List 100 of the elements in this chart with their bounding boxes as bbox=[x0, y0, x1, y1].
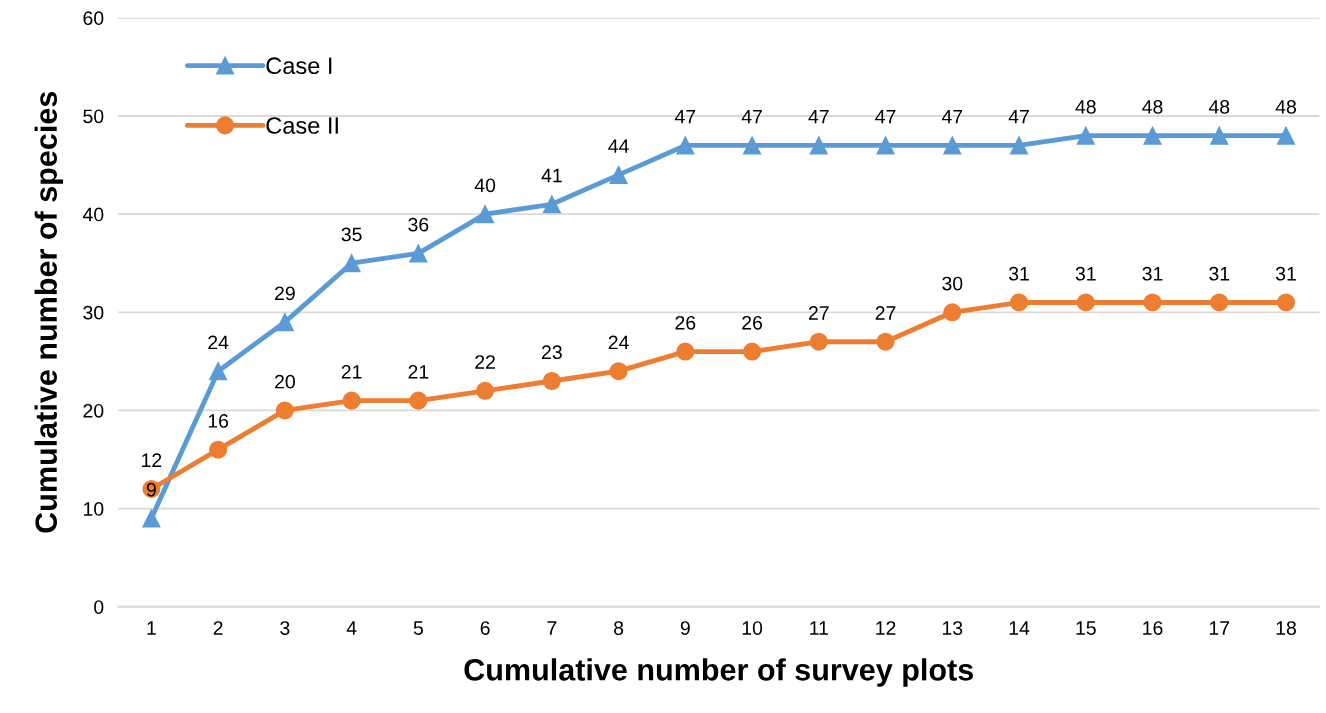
y-axis-title: Cumulative number of species bbox=[34, 91, 64, 533]
point bbox=[1210, 293, 1229, 312]
x-axis-title: Cumulative number of survey plots bbox=[464, 658, 973, 687]
data-label: 24 bbox=[208, 335, 229, 350]
point bbox=[943, 136, 962, 155]
point bbox=[743, 136, 762, 155]
legend-label: Case II bbox=[266, 117, 338, 134]
data-label: 48 bbox=[1142, 99, 1163, 114]
data-label: 36 bbox=[408, 217, 429, 232]
point bbox=[209, 362, 228, 381]
x-tick-label: 8 bbox=[614, 621, 624, 635]
data-label: 27 bbox=[875, 306, 896, 320]
x-tick-label: 4 bbox=[346, 621, 357, 635]
data-label: 26 bbox=[675, 315, 696, 330]
point bbox=[342, 254, 361, 273]
data-label: 31 bbox=[1275, 266, 1296, 281]
x-tick-label: 3 bbox=[280, 621, 290, 635]
data-label: 23 bbox=[542, 345, 562, 360]
point bbox=[1010, 136, 1029, 155]
data-label: 24 bbox=[608, 335, 629, 350]
legend-label: Case I bbox=[266, 57, 332, 75]
data-label: 26 bbox=[742, 315, 763, 330]
x-tick-label: 6 bbox=[480, 621, 490, 635]
data-label: 21 bbox=[408, 364, 429, 379]
data-label: 47 bbox=[674, 109, 696, 124]
point bbox=[1276, 293, 1296, 312]
data-label: 31 bbox=[1008, 266, 1029, 281]
y-tick-label: 40 bbox=[82, 207, 104, 222]
x-tick-label: 13 bbox=[942, 621, 963, 635]
point bbox=[142, 509, 161, 528]
data-label: 44 bbox=[608, 139, 629, 153]
data-label: 22 bbox=[475, 355, 495, 369]
point bbox=[1276, 126, 1296, 145]
point bbox=[1010, 293, 1029, 312]
y-tick-label: 20 bbox=[83, 403, 104, 418]
data-label: 47 bbox=[1008, 109, 1029, 124]
point bbox=[1076, 126, 1095, 145]
point bbox=[809, 332, 828, 351]
data-label: 47 bbox=[941, 109, 963, 124]
data-label: 48 bbox=[1275, 99, 1296, 114]
x-tick-label: 15 bbox=[1076, 621, 1096, 635]
data-label: 9 bbox=[146, 482, 156, 497]
point bbox=[1076, 293, 1095, 312]
point bbox=[342, 391, 361, 410]
point bbox=[1210, 126, 1229, 145]
y-tick-label: 60 bbox=[83, 11, 104, 26]
point bbox=[676, 342, 695, 361]
data-label: 30 bbox=[942, 276, 963, 291]
point bbox=[209, 440, 228, 459]
x-tick-label: 10 bbox=[742, 621, 763, 635]
x-tick-label: 5 bbox=[413, 621, 423, 635]
y-tick-label: 0 bbox=[94, 600, 104, 614]
data-label: 20 bbox=[275, 374, 295, 389]
x-tick-label: 12 bbox=[876, 621, 896, 635]
point bbox=[542, 195, 561, 214]
y-tick-label: 50 bbox=[83, 109, 104, 124]
point bbox=[275, 313, 294, 332]
data-label: 31 bbox=[1209, 266, 1230, 281]
x-tick-label: 9 bbox=[680, 621, 690, 635]
data-label: 35 bbox=[341, 227, 362, 242]
x-tick-label: 11 bbox=[810, 621, 828, 635]
y-tick-label: 30 bbox=[83, 305, 104, 320]
point bbox=[876, 136, 895, 155]
data-label: 47 bbox=[808, 109, 829, 124]
x-tick-label: 7 bbox=[547, 621, 557, 635]
point bbox=[542, 371, 561, 391]
x-tick-label: 18 bbox=[1276, 621, 1296, 635]
point bbox=[1143, 126, 1162, 145]
data-label: 12 bbox=[142, 453, 162, 467]
point bbox=[876, 332, 895, 351]
point bbox=[743, 342, 762, 361]
data-label: 21 bbox=[341, 364, 362, 379]
x-tick-label: 2 bbox=[213, 621, 223, 635]
x-tick-label: 1 bbox=[147, 621, 156, 635]
data-label: 41 bbox=[541, 168, 562, 183]
point bbox=[275, 401, 294, 420]
x-tick-label: 14 bbox=[1009, 621, 1030, 635]
point bbox=[476, 205, 495, 224]
data-label: 31 bbox=[1142, 266, 1163, 281]
data-label: 47 bbox=[875, 109, 896, 124]
data-label: 27 bbox=[808, 306, 829, 320]
point bbox=[943, 303, 962, 322]
point bbox=[476, 381, 495, 400]
point bbox=[809, 136, 828, 155]
data-label: 48 bbox=[1075, 99, 1096, 114]
y-tick-label: 10 bbox=[83, 502, 104, 516]
point bbox=[609, 165, 628, 184]
point bbox=[676, 136, 695, 155]
point bbox=[609, 362, 628, 381]
point bbox=[1143, 293, 1162, 312]
data-label: 40 bbox=[474, 178, 496, 193]
point bbox=[409, 244, 428, 263]
x-tick-label: 17 bbox=[1209, 621, 1230, 635]
x-tick-label: 16 bbox=[1143, 621, 1163, 635]
data-label: 31 bbox=[1075, 266, 1096, 281]
data-label: 29 bbox=[275, 286, 295, 301]
data-label: 47 bbox=[741, 109, 762, 124]
data-label: 48 bbox=[1208, 99, 1230, 114]
point bbox=[409, 391, 428, 410]
data-label: 16 bbox=[208, 414, 229, 428]
